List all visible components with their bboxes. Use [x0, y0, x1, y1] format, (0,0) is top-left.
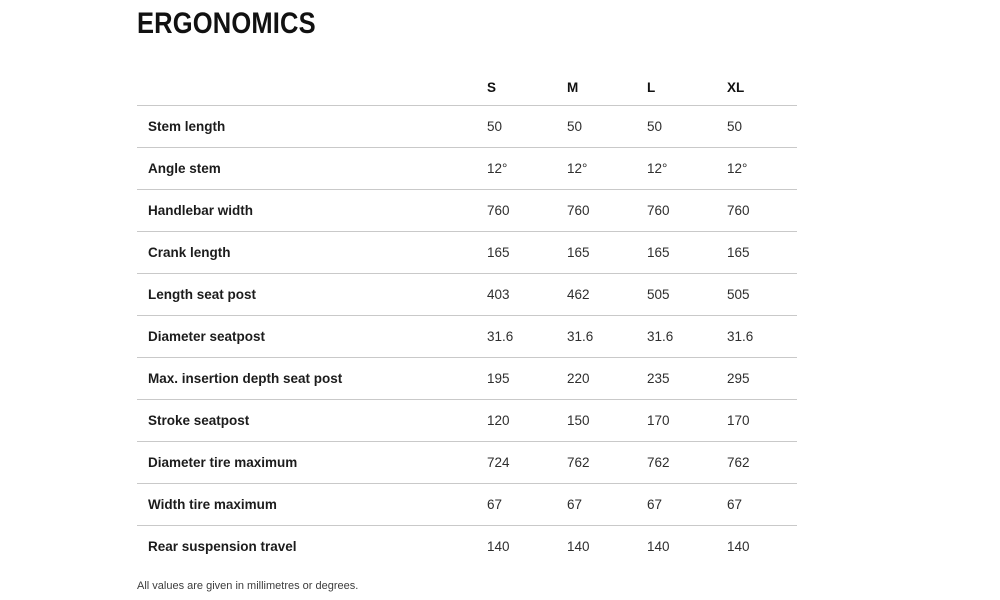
table-row: Max. insertion depth seat post 195 220 235 2… [137, 357, 797, 399]
row-value: 235 [647, 371, 670, 386]
row-value: 31.6 [727, 329, 754, 344]
row-value: 165 [727, 245, 750, 260]
table-row: Crank length 165 165 165 165 [137, 231, 797, 273]
row-value: 31.6 [647, 329, 674, 344]
footnote: All values are given in millimetres or d… [137, 580, 359, 592]
row-value: 12° [727, 161, 748, 176]
table-row: Rear suspension travel 140 140 140 140 [137, 525, 797, 567]
row-value: 165 [487, 245, 510, 260]
row-value: 165 [567, 245, 590, 260]
row-value: 67 [487, 497, 503, 512]
row-label: Length seat post [148, 287, 257, 302]
row-value: 140 [567, 539, 590, 554]
row-value: 195 [487, 371, 510, 386]
row-value: 762 [567, 455, 590, 470]
row-value: 760 [727, 203, 750, 218]
table-row: Width tire maximum 67 67 67 67 [137, 483, 797, 525]
row-value: 67 [647, 497, 663, 512]
size-header-xl: XL [727, 80, 745, 95]
row-value: 760 [567, 203, 590, 218]
table-row: Diameter tire maximum 724 762 762 762 [137, 441, 797, 483]
row-value: 50 [567, 119, 583, 134]
row-value: 165 [647, 245, 670, 260]
size-header-s: S [487, 80, 497, 95]
row-value: 12° [487, 161, 508, 176]
row-value: 31.6 [487, 329, 514, 344]
row-value: 462 [567, 287, 590, 302]
ergonomics-table: S M L XL Stem length 50 50 50 50 Angle stem 12° 12… [137, 70, 797, 567]
row-value: 50 [647, 119, 663, 134]
size-header-l: L [647, 80, 656, 95]
row-value: 12° [567, 161, 588, 176]
table-row: Angle stem 12° 12° 12° 12° [137, 147, 797, 189]
row-label: Stroke seatpost [148, 413, 250, 428]
table-row: Stem length 50 50 50 50 [137, 105, 797, 147]
row-value: 505 [727, 287, 750, 302]
row-label: Angle stem [148, 161, 221, 176]
table-row: Handlebar width 760 760 760 760 [137, 189, 797, 231]
row-value: 403 [487, 287, 510, 302]
row-value: 140 [727, 539, 750, 554]
row-value: 170 [727, 413, 750, 428]
size-header-m: M [567, 80, 579, 95]
row-value: 12° [647, 161, 668, 176]
row-label: Handlebar width [148, 203, 254, 218]
row-value: 762 [647, 455, 670, 470]
row-value: 760 [647, 203, 670, 218]
row-value: 505 [647, 287, 670, 302]
row-value: 295 [727, 371, 750, 386]
row-value: 67 [727, 497, 743, 512]
table-body: Stem length 50 50 50 50 Angle stem 12° 12° 12° 12… [137, 105, 797, 567]
row-value: 150 [567, 413, 590, 428]
row-value: 760 [487, 203, 510, 218]
row-value: 50 [487, 119, 503, 134]
page-title: ERGONOMICS [137, 7, 316, 40]
row-value: 724 [487, 455, 510, 470]
row-label: Max. insertion depth seat post [148, 371, 343, 386]
table-header-row: S M L XL [137, 70, 797, 105]
table-row: Length seat post 403 462 505 505 [137, 273, 797, 315]
row-value: 31.6 [567, 329, 594, 344]
row-value: 220 [567, 371, 590, 386]
row-label: Diameter tire maximum [148, 455, 298, 470]
table-row: Stroke seatpost 120 150 170 170 [137, 399, 797, 441]
row-value: 762 [727, 455, 750, 470]
row-label: Width tire maximum [148, 497, 277, 512]
row-value: 50 [727, 119, 743, 134]
row-label: Rear suspension travel [148, 539, 297, 554]
row-label: Diameter seatpost [148, 329, 266, 344]
row-value: 120 [487, 413, 510, 428]
table-row: Diameter seatpost 31.6 31.6 31.6 31.6 [137, 315, 797, 357]
row-value: 67 [567, 497, 583, 512]
row-value: 170 [647, 413, 670, 428]
row-label: Crank length [148, 245, 231, 260]
row-label: Stem length [148, 119, 226, 134]
row-value: 140 [647, 539, 670, 554]
row-value: 140 [487, 539, 510, 554]
